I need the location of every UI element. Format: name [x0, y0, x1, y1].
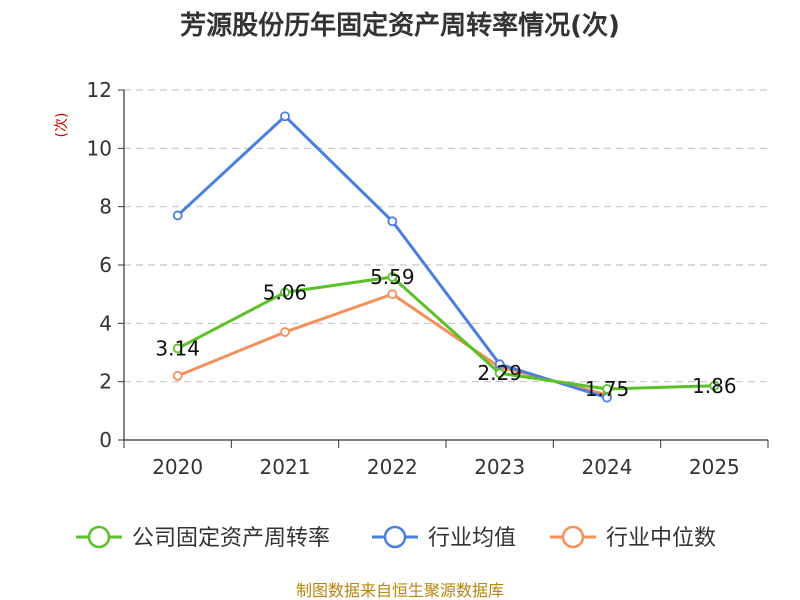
legend-marker	[383, 525, 407, 549]
data-point[interactable]	[280, 327, 290, 337]
data-label: 1.86	[692, 374, 737, 398]
y-tick-label: 12	[87, 78, 112, 102]
data-labels: 3.14 5.06 5.59 2.29 1.75 1.86	[155, 265, 736, 401]
data-point[interactable]	[494, 368, 505, 379]
data-label: 3.14	[155, 336, 200, 360]
x-tick-label: 2022	[367, 455, 418, 479]
chart-title: 芳源股份历年固定资产周转率情况(次)	[180, 10, 620, 41]
source-note: 制图数据来自恒生聚源数据库	[296, 581, 504, 600]
x-tick-label: 2023	[474, 455, 525, 479]
data-point[interactable]	[387, 289, 398, 300]
x-tick-label: 2021	[260, 455, 311, 479]
data-point[interactable]	[280, 111, 290, 122]
axes: 0 2 4 6 8 10 12 2020 2021 2022 2023 2024 2025	[87, 78, 769, 479]
legend-label: 行业均值	[428, 526, 516, 551]
data-point[interactable]	[387, 272, 398, 282]
data-label: 2.29	[477, 361, 522, 385]
y-tick-label: 6	[99, 253, 112, 277]
y-tick-label: 4	[99, 311, 112, 335]
series-1	[172, 111, 612, 403]
x-tick-label: 2025	[689, 455, 740, 479]
y-tick-label: 0	[99, 428, 112, 452]
series-line	[176, 275, 715, 391]
y-axis-label: (次)	[54, 113, 70, 138]
legend[interactable]: 公司固定资产周转率 行业均值 行业中位数	[76, 525, 716, 551]
series-layer	[172, 111, 720, 403]
x-tick-label: 2020	[152, 455, 203, 479]
legend-item-2[interactable]: 行业中位数	[550, 525, 716, 551]
legend-marker	[561, 525, 585, 549]
legend-marker	[87, 525, 111, 549]
series-line	[176, 114, 608, 400]
data-point[interactable]	[172, 210, 183, 221]
legend-item-1[interactable]: 行业均值	[372, 525, 516, 551]
legend-label: 行业中位数	[606, 526, 716, 551]
data-label: 5.59	[370, 265, 415, 289]
series-0	[172, 272, 720, 394]
legend-item-0[interactable]: 公司固定资产周转率	[76, 525, 330, 551]
data-point[interactable]	[280, 287, 290, 298]
data-label: 5.06	[263, 280, 308, 304]
gridlines	[124, 89, 768, 383]
data-point[interactable]	[602, 384, 612, 394]
legend-label: 公司固定资产周转率	[132, 526, 330, 551]
y-tick-label: 10	[87, 136, 112, 160]
data-point[interactable]	[494, 359, 505, 370]
data-label: 1.75	[585, 377, 630, 401]
data-point[interactable]	[172, 370, 183, 381]
x-tick-label: 2024	[582, 455, 633, 479]
data-point[interactable]	[709, 380, 720, 391]
y-tick-label: 8	[99, 195, 112, 219]
data-point[interactable]	[172, 343, 183, 354]
data-point[interactable]	[387, 216, 398, 227]
y-tick-label: 2	[99, 370, 112, 394]
series-2	[172, 289, 612, 400]
